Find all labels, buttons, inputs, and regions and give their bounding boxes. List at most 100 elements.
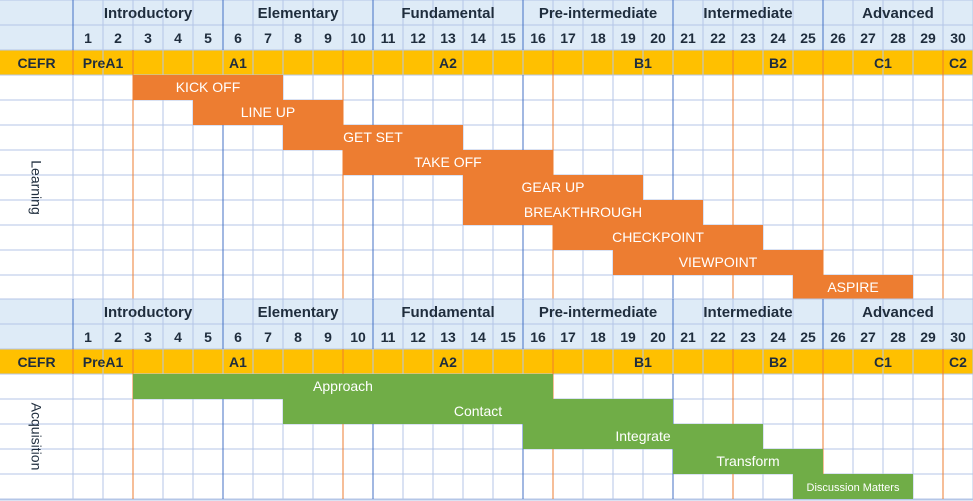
unit-number-15: 15	[500, 30, 516, 46]
section-block-1: Introductory Elementary Fundamental Pre-int…	[0, 0, 973, 301]
bar-label-transform: Transform	[716, 453, 779, 469]
bar-aspire	[793, 275, 913, 300]
unit-number-1: 1	[84, 30, 92, 46]
unit-number-26: 26	[830, 329, 846, 345]
unit-number-24: 24	[770, 329, 786, 345]
level-label-4: Pre-intermediate	[539, 5, 657, 22]
bar-label-discussion-matters: Discussion Matters	[807, 482, 900, 494]
cefr-bg	[0, 349, 973, 374]
unit-number-3: 3	[144, 329, 152, 345]
level-label-6: Advanced	[862, 5, 934, 22]
bar-transform	[673, 449, 823, 474]
unit-number-19: 19	[620, 329, 636, 345]
unit-number-6: 6	[234, 30, 242, 46]
unit-number-24: 24	[770, 30, 786, 46]
bar-label-take-off: TAKE OFF	[414, 154, 481, 170]
cefr-band-A1: A1	[229, 55, 247, 71]
cefr-band-A2: A2	[439, 354, 457, 370]
bar-label-breakthrough: BREAKTHROUGH	[524, 204, 642, 220]
unit-number-27: 27	[860, 329, 876, 345]
cefr-band-C2: C2	[949, 354, 967, 370]
level-label-2: Elementary	[258, 304, 340, 321]
unit-number-18: 18	[590, 329, 606, 345]
bar-discussion-matters	[793, 474, 913, 499]
bar-approach	[133, 374, 553, 399]
unit-number-30: 30	[950, 329, 966, 345]
level-label-5: Intermediate	[703, 5, 792, 22]
level-label-3: Fundamental	[401, 304, 494, 321]
unit-number-10: 10	[350, 329, 366, 345]
cefr-band-PreA1: PreA1	[83, 354, 124, 370]
bar-label-get-set: GET SET	[343, 129, 403, 145]
cefr-band-B2: B2	[769, 55, 787, 71]
unit-number-9: 9	[324, 329, 332, 345]
unit-number-14: 14	[470, 329, 486, 345]
unit-number-5: 5	[204, 329, 212, 345]
bar-label-line-up: LINE UP	[241, 104, 295, 120]
unit-number-21: 21	[680, 329, 696, 345]
unit-number-29: 29	[920, 30, 936, 46]
cefr-label: CEFR	[17, 354, 55, 370]
unit-number-13: 13	[440, 329, 456, 345]
level-label-4: Pre-intermediate	[539, 304, 657, 321]
unit-number-30: 30	[950, 30, 966, 46]
unit-number-2: 2	[114, 329, 122, 345]
bar-kick-off	[133, 75, 283, 100]
section-block-2: Introductory Elementary Fundamental Pre-int…	[0, 298, 973, 500]
unit-number-8: 8	[294, 329, 302, 345]
cefr-band-B1: B1	[634, 55, 652, 71]
unit-number-17: 17	[560, 329, 576, 345]
unit-number-22: 22	[710, 30, 726, 46]
unit-number-26: 26	[830, 30, 846, 46]
unit-number-5: 5	[204, 30, 212, 46]
unit-number-25: 25	[800, 30, 816, 46]
unit-number-9: 9	[324, 30, 332, 46]
cefr-band-C1: C1	[874, 354, 892, 370]
level-label-1: Introductory	[104, 5, 193, 22]
unit-number-3: 3	[144, 30, 152, 46]
cefr-bg	[0, 50, 973, 75]
cefr-band-B1: B1	[634, 354, 652, 370]
unit-number-2: 2	[114, 30, 122, 46]
level-label-5: Intermediate	[703, 304, 792, 321]
bar-label-contact: Contact	[454, 403, 502, 419]
unit-number-1: 1	[84, 329, 92, 345]
bar-label-gear-up: GEAR UP	[521, 179, 584, 195]
unit-number-11: 11	[381, 329, 396, 345]
unit-number-20: 20	[650, 30, 666, 46]
unit-number-7: 7	[264, 329, 272, 345]
bar-breakthrough	[463, 200, 703, 225]
bar-line-up	[193, 100, 343, 125]
unit-number-22: 22	[710, 329, 726, 345]
unit-number-23: 23	[740, 30, 756, 46]
bar-label-aspire: ASPIRE	[827, 279, 878, 295]
unit-number-28: 28	[890, 329, 906, 345]
bar-viewpoint	[613, 250, 823, 275]
cefr-label: CEFR	[17, 55, 55, 71]
level-label-3: Fundamental	[401, 5, 494, 22]
section-label-acquisition: Acquisition	[29, 403, 45, 471]
bar-get-set	[283, 125, 463, 150]
unit-number-16: 16	[530, 329, 546, 345]
unit-number-4: 4	[174, 30, 182, 46]
cefr-band-PreA1: PreA1	[83, 55, 124, 71]
unit-number-6: 6	[234, 329, 242, 345]
unit-number-16: 16	[530, 30, 546, 46]
bar-gear-up	[463, 175, 643, 200]
cefr-band-A1: A1	[229, 354, 247, 370]
unit-number-7: 7	[264, 30, 272, 46]
unit-number-20: 20	[650, 329, 666, 345]
bar-contact	[283, 399, 673, 424]
bar-label-integrate: Integrate	[615, 428, 670, 444]
bar-integrate	[523, 424, 763, 449]
bar-take-off	[343, 150, 553, 175]
unit-number-11: 11	[381, 30, 396, 46]
unit-number-21: 21	[680, 30, 696, 46]
bar-label-viewpoint: VIEWPOINT	[679, 254, 758, 270]
level-label-1: Introductory	[104, 304, 193, 321]
unit-number-12: 12	[410, 30, 426, 46]
cefr-band-A2: A2	[439, 55, 457, 71]
unit-number-29: 29	[920, 329, 936, 345]
cefr-band-C1: C1	[874, 55, 892, 71]
